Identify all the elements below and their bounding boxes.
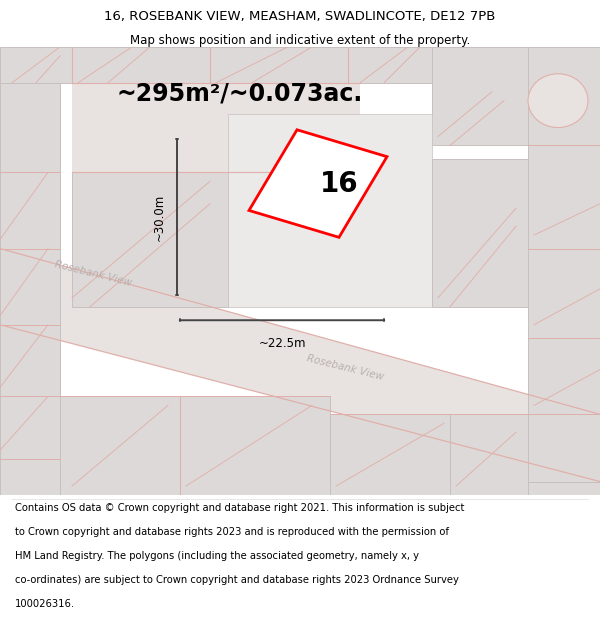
Polygon shape (432, 47, 528, 146)
Polygon shape (432, 159, 528, 307)
Polygon shape (330, 414, 450, 495)
Polygon shape (0, 249, 600, 481)
Polygon shape (0, 249, 60, 325)
Text: Rosebank View: Rosebank View (305, 353, 385, 382)
Text: 100026316.: 100026316. (15, 599, 75, 609)
Text: ~295m²/~0.073ac.: ~295m²/~0.073ac. (117, 82, 363, 106)
Polygon shape (72, 82, 360, 172)
Polygon shape (528, 47, 600, 146)
Text: Contains OS data © Crown copyright and database right 2021. This information is : Contains OS data © Crown copyright and d… (15, 503, 464, 512)
Polygon shape (348, 47, 432, 82)
Polygon shape (0, 459, 60, 495)
Polygon shape (528, 249, 600, 338)
Text: 16, ROSEBANK VIEW, MEASHAM, SWADLINCOTE, DE12 7PB: 16, ROSEBANK VIEW, MEASHAM, SWADLINCOTE,… (104, 10, 496, 23)
Text: ~22.5m: ~22.5m (258, 338, 306, 350)
Ellipse shape (528, 74, 588, 128)
Polygon shape (528, 481, 600, 495)
Polygon shape (450, 414, 528, 495)
Polygon shape (0, 47, 72, 82)
Text: ~30.0m: ~30.0m (153, 194, 166, 241)
Polygon shape (228, 114, 432, 307)
Text: to Crown copyright and database rights 2023 and is reproduced with the permissio: to Crown copyright and database rights 2… (15, 527, 449, 537)
Polygon shape (0, 325, 60, 396)
Polygon shape (60, 396, 180, 495)
Polygon shape (210, 47, 348, 82)
Polygon shape (528, 414, 600, 481)
Polygon shape (72, 47, 210, 82)
Polygon shape (249, 130, 387, 238)
Text: 16: 16 (320, 169, 358, 198)
Text: Map shows position and indicative extent of the property.: Map shows position and indicative extent… (130, 34, 470, 47)
Polygon shape (528, 146, 600, 249)
Polygon shape (72, 173, 228, 307)
Polygon shape (180, 396, 330, 495)
Polygon shape (0, 82, 60, 172)
Polygon shape (0, 173, 60, 249)
Text: Rosebank View: Rosebank View (53, 259, 133, 288)
Text: co-ordinates) are subject to Crown copyright and database rights 2023 Ordnance S: co-ordinates) are subject to Crown copyr… (15, 575, 459, 585)
Polygon shape (528, 338, 600, 414)
Polygon shape (0, 396, 60, 459)
Text: HM Land Registry. The polygons (including the associated geometry, namely x, y: HM Land Registry. The polygons (includin… (15, 551, 419, 561)
